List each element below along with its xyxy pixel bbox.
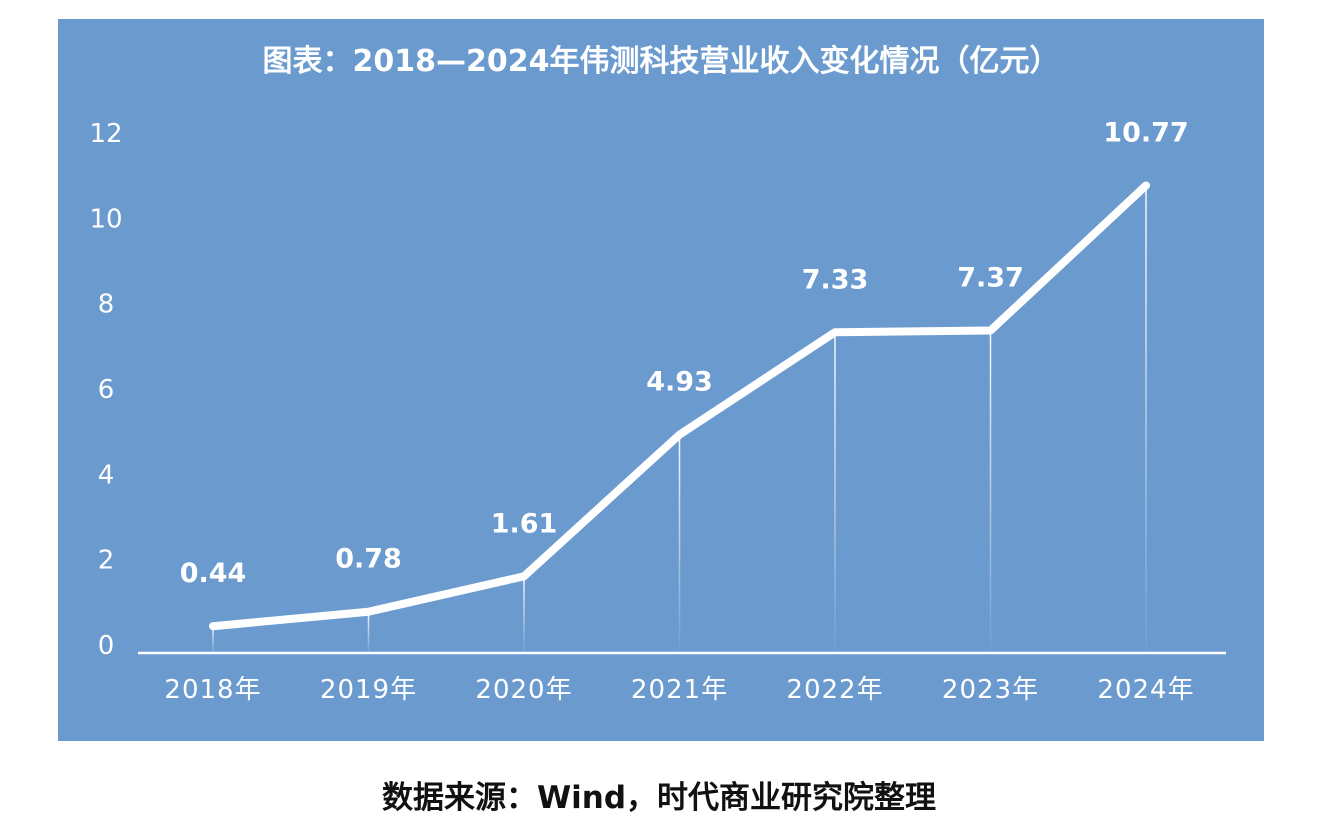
- drop-line: [1145, 185, 1147, 654]
- x-tick-label: 2023年: [942, 675, 1039, 705]
- x-tick-label: 2019年: [320, 675, 417, 705]
- data-labels: 0.44 0.78 1.61 4.93 7.33 7.37 10.77: [180, 117, 1189, 589]
- data-label: 7.33: [802, 264, 869, 295]
- y-tick-label: 10: [89, 204, 122, 234]
- y-tick-label: 4: [98, 460, 115, 490]
- chart-panel: 图表：2018—2024年伟测科技营业收入变化情况（亿元） 0 2 4 6 8 10 12 …: [58, 19, 1264, 741]
- drop-lines: [212, 185, 1147, 654]
- x-axis-ticks: 2018年 2019年 2020年 2021年 2022年 2023年 2024年: [164, 675, 1194, 705]
- data-label: 0.78: [335, 544, 402, 575]
- chart-title: 图表：2018—2024年伟测科技营业收入变化情况（亿元）: [263, 44, 1060, 79]
- series-line: [209, 181, 1150, 631]
- drop-line: [523, 576, 525, 653]
- data-label: 0.44: [180, 558, 247, 589]
- drop-line: [212, 626, 214, 653]
- x-tick-label: 2021年: [631, 675, 728, 705]
- data-label: 1.61: [491, 508, 558, 539]
- drop-line: [367, 611, 370, 653]
- x-tick-label: 2024年: [1097, 675, 1194, 705]
- y-tick-label: 0: [98, 631, 115, 661]
- x-tick-label: 2022年: [786, 675, 883, 705]
- y-tick-label: 6: [98, 375, 115, 405]
- data-label: 10.77: [1103, 117, 1188, 148]
- x-tick-label: 2018年: [164, 675, 261, 705]
- data-label: 4.93: [646, 367, 713, 398]
- source-note: 数据来源：Wind，时代商业研究院整理: [381, 780, 937, 816]
- drop-line: [678, 434, 681, 653]
- y-tick-label: 8: [98, 290, 115, 320]
- revenue-line-chart: 图表：2018—2024年伟测科技营业收入变化情况（亿元） 024681012 …: [89, 44, 1226, 705]
- drop-line: [834, 332, 836, 653]
- data-label: 7.37: [957, 263, 1024, 294]
- y-tick-label: 12: [89, 119, 122, 149]
- drop-line: [989, 330, 992, 653]
- y-axis-ticks: 0 2 4 6 8 10 12: [89, 119, 122, 661]
- x-tick-label: 2020年: [475, 675, 572, 705]
- y-tick-label: 2: [98, 546, 115, 576]
